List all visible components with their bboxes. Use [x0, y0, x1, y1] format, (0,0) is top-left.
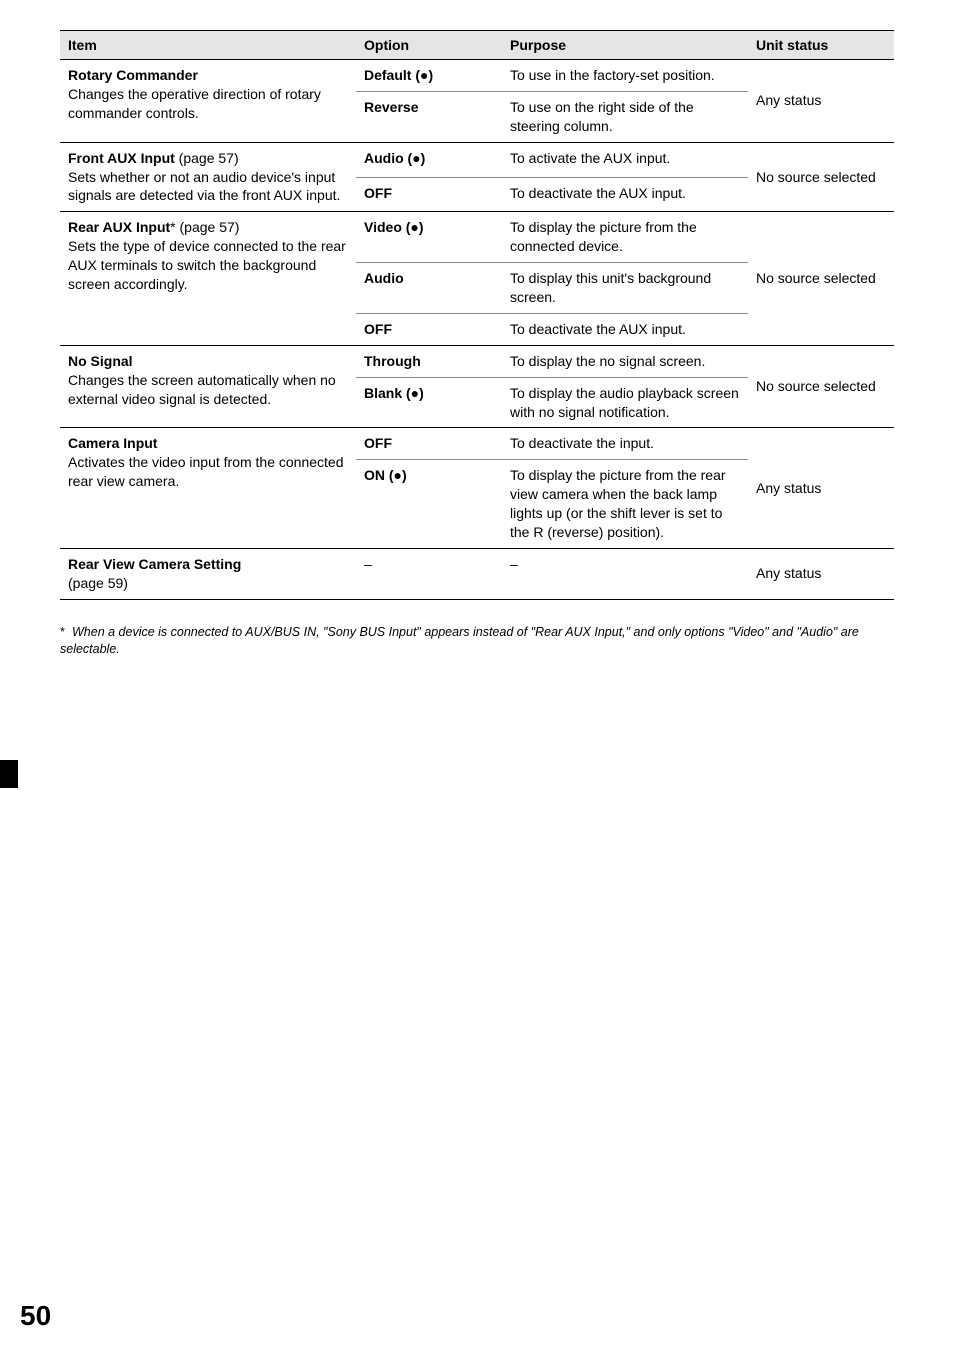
table-row: Camera Input Activates the video input f…	[60, 428, 894, 460]
table-row: Rear View Camera Setting (page 59) – – A…	[60, 548, 894, 599]
option-cell: OFF	[356, 177, 502, 212]
item-extra: * (page 57)	[170, 219, 239, 235]
item-desc: Activates the video input from the conne…	[68, 454, 344, 489]
option-cell: OFF	[356, 428, 502, 460]
page-container: Item Option Purpose Unit status Rotary C…	[0, 0, 954, 1352]
purpose-cell: To activate the AUX input.	[502, 142, 748, 177]
footnote-text: When a device is connected to AUX/BUS IN…	[60, 625, 859, 656]
purpose-cell: To use on the right side of the steering…	[502, 91, 748, 142]
status-cell: No source selected	[748, 345, 894, 428]
col-item: Item	[60, 31, 356, 60]
option-cell: ON (●)	[356, 460, 502, 549]
page-number: 50	[20, 1300, 51, 1332]
option-cell: Default (●)	[356, 60, 502, 92]
option-cell: Audio (●)	[356, 142, 502, 177]
item-extra: (page 59)	[68, 575, 128, 591]
option-cell: Reverse	[356, 91, 502, 142]
purpose-cell: To display the audio playback screen wit…	[502, 377, 748, 428]
item-title: Rear AUX Input	[68, 219, 170, 235]
status-cell: No source selected	[748, 142, 894, 212]
purpose-cell: To use in the factory-set position.	[502, 60, 748, 92]
table-row: Rear AUX Input* (page 57) Sets the type …	[60, 212, 894, 263]
status-cell: No source selected	[748, 212, 894, 345]
side-tab	[0, 760, 18, 788]
col-status: Unit status	[748, 31, 894, 60]
purpose-cell: To deactivate the input.	[502, 428, 748, 460]
table-row: Front AUX Input (page 57) Sets whether o…	[60, 142, 894, 177]
purpose-cell: –	[502, 548, 748, 599]
status-cell: Any status	[748, 60, 894, 143]
purpose-cell: To deactivate the AUX input.	[502, 313, 748, 345]
purpose-cell: To display the no signal screen.	[502, 345, 748, 377]
option-cell: Audio	[356, 263, 502, 314]
option-cell: –	[356, 548, 502, 599]
item-title: Front AUX Input	[68, 150, 175, 166]
table-row: Rotary Commander Changes the operative d…	[60, 60, 894, 92]
status-cell: Any status	[748, 428, 894, 548]
item-extra: (page 57)	[175, 150, 239, 166]
item-desc: Sets the type of device connected to the…	[68, 238, 346, 292]
purpose-cell: To display this unit's background screen…	[502, 263, 748, 314]
status-cell: Any status	[748, 548, 894, 599]
purpose-cell: To deactivate the AUX input.	[502, 177, 748, 212]
item-title: No Signal	[68, 353, 133, 369]
option-cell: Blank (●)	[356, 377, 502, 428]
footnote: *When a device is connected to AUX/BUS I…	[60, 624, 894, 658]
col-option: Option	[356, 31, 502, 60]
item-title: Rear View Camera Setting	[68, 556, 241, 572]
asterisk-icon: *	[60, 624, 72, 641]
item-desc: Changes the operative direction of rotar…	[68, 86, 321, 121]
page-content: Item Option Purpose Unit status Rotary C…	[0, 0, 954, 657]
settings-table: Item Option Purpose Unit status Rotary C…	[60, 30, 894, 600]
table-row: No Signal Changes the screen automatical…	[60, 345, 894, 377]
item-desc: Sets whether or not an audio device's in…	[68, 169, 340, 204]
table-header-row: Item Option Purpose Unit status	[60, 31, 894, 60]
purpose-cell: To display the picture from the rear vie…	[502, 460, 748, 549]
option-cell: Video (●)	[356, 212, 502, 263]
item-desc: Changes the screen automatically when no…	[68, 372, 336, 407]
purpose-cell: To display the picture from the connecte…	[502, 212, 748, 263]
item-title: Rotary Commander	[68, 67, 198, 83]
col-purpose: Purpose	[502, 31, 748, 60]
option-cell: OFF	[356, 313, 502, 345]
option-cell: Through	[356, 345, 502, 377]
item-title: Camera Input	[68, 435, 157, 451]
